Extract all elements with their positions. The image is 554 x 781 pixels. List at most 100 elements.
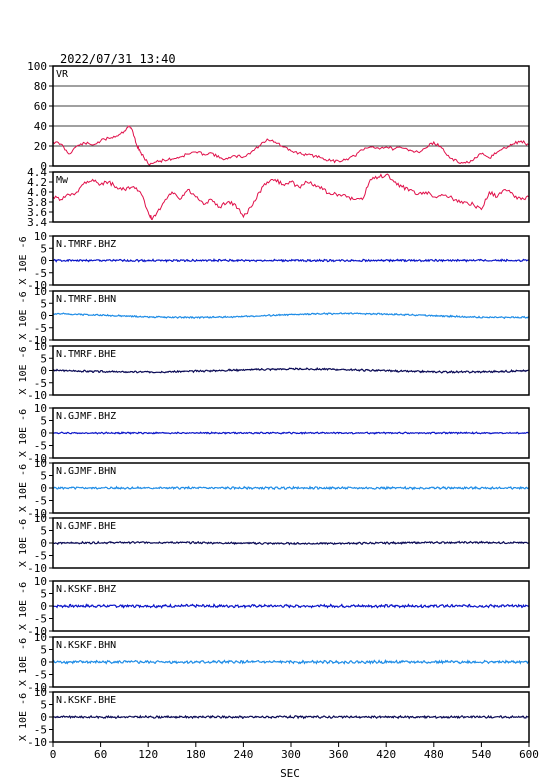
- x-tick-label: 360: [329, 748, 349, 761]
- y-tick-label: -10: [27, 334, 47, 347]
- y-tick-label: 4.2: [27, 176, 47, 189]
- series-line: [52, 258, 530, 263]
- x-axis-label: SEC: [280, 767, 300, 780]
- panels: 020406080100VR3.43.63.84.04.24.4Mw-10-50…: [18, 60, 530, 749]
- series-line: [52, 603, 530, 609]
- y-tick-label: 10: [34, 230, 47, 243]
- y-tick-label: 40: [34, 120, 47, 133]
- panel-label: N.KSKF.BHN: [56, 640, 116, 651]
- series-line: [52, 312, 530, 320]
- y-tick-label: 5: [40, 588, 47, 601]
- y-tick-label: 5: [40, 699, 47, 712]
- x-tick-label: 0: [50, 748, 57, 761]
- panel-label: N.TMRF.BHE: [56, 349, 116, 360]
- y-axis-label: X 10E -6: [18, 409, 29, 457]
- y-axis-label: X 10E -6: [18, 582, 29, 630]
- series-line: [52, 540, 530, 546]
- panel-label: Mw: [56, 175, 69, 186]
- panel-frame: [52, 345, 530, 396]
- panel-label: N.KSKF.BHZ: [56, 584, 116, 595]
- y-tick-label: 80: [34, 80, 47, 93]
- series-line: [52, 485, 529, 491]
- y-tick-label: -10: [27, 736, 47, 749]
- y-tick-label: 5: [40, 242, 47, 255]
- y-tick-label: -5: [34, 495, 47, 508]
- y-tick-label: -10: [27, 507, 47, 520]
- y-tick-label: 3.4: [27, 216, 47, 229]
- y-tick-label: -10: [27, 681, 47, 694]
- y-axis-label: X 10E -6: [18, 464, 29, 512]
- y-tick-label: 10: [34, 285, 47, 298]
- x-tick-label: 300: [281, 748, 301, 761]
- series-line: [52, 431, 530, 435]
- series-line: [52, 714, 529, 720]
- panel-frame: [52, 65, 530, 167]
- y-tick-label: 10: [34, 457, 47, 470]
- y-tick-label: 10: [34, 340, 47, 353]
- y-tick-label: -5: [34, 267, 47, 280]
- panel-label: N.TMRF.BHZ: [56, 239, 116, 250]
- y-tick-label: 5: [40, 525, 47, 538]
- y-tick-label: -10: [27, 562, 47, 575]
- panel-frame: [52, 171, 530, 223]
- panel-mw: 3.43.63.84.04.24.4 Mw: [27, 166, 530, 229]
- y-tick-label: 3.8: [27, 196, 47, 209]
- y-tick-label: 5: [40, 415, 47, 428]
- y-tick-label: 5: [40, 297, 47, 310]
- y-tick-label: -5: [34, 550, 47, 563]
- y-axis-label: X 10E -6: [18, 638, 29, 686]
- y-tick-label: -5: [34, 724, 47, 737]
- y-tick-label: 0: [40, 255, 47, 268]
- y-tick-label: -5: [34, 322, 47, 335]
- y-axis-label: X 10E -6: [18, 693, 29, 741]
- y-tick-label: 0: [40, 600, 47, 613]
- y-tick-label: -5: [34, 613, 47, 626]
- panel-label: N.TMRF.BHN: [56, 294, 116, 305]
- y-tick-label: 100: [27, 60, 47, 73]
- x-axis: 0 60 120 180 240 300 360 420 480 540 600: [50, 742, 539, 761]
- x-tick-label: 120: [138, 748, 158, 761]
- panel-label: N.KSKF.BHE: [56, 695, 116, 706]
- y-tick-label: 5: [40, 470, 47, 483]
- y-tick-label: 10: [34, 402, 47, 415]
- y-tick-label: 5: [40, 644, 47, 657]
- x-tick-label: 60: [94, 748, 107, 761]
- series-line: [52, 367, 530, 374]
- x-tick-label: 600: [519, 748, 539, 761]
- timestamp: 2022/07/31 13:40: [60, 52, 176, 66]
- x-tick-label: 540: [471, 748, 491, 761]
- panel-vr: 0 20 40 60 80 100 VR: [27, 60, 530, 173]
- x-tick-label: 240: [233, 748, 253, 761]
- y-tick-label: -10: [27, 625, 47, 638]
- y-tick-label: 10: [34, 575, 47, 588]
- y-tick-label: 3.6: [27, 206, 47, 219]
- y-tick-label: 0: [40, 365, 47, 378]
- y-axis-label: X 10E -6: [18, 346, 29, 394]
- y-tick-label: -10: [27, 452, 47, 465]
- y-tick-label: 0: [40, 656, 47, 669]
- y-tick-label: -5: [34, 440, 47, 453]
- y-axis-label: X 10E -6: [18, 236, 29, 284]
- y-tick-label: 10: [34, 512, 47, 525]
- y-tick-label: 0: [40, 427, 47, 440]
- x-tick-label: 180: [186, 748, 206, 761]
- y-tick-label: 10: [34, 631, 47, 644]
- y-tick-label: 4.0: [27, 186, 47, 199]
- y-tick-label: -10: [27, 279, 47, 292]
- y-axis-label: X 10E -6: [18, 291, 29, 339]
- panel-label: VR: [56, 69, 69, 80]
- y-tick-label: 60: [34, 100, 47, 113]
- y-tick-label: 5: [40, 352, 47, 365]
- y-tick-label: -5: [34, 669, 47, 682]
- x-tick-label: 420: [376, 748, 396, 761]
- y-tick-label: 0: [40, 537, 47, 550]
- y-axis-label: X 10E -6: [18, 519, 29, 567]
